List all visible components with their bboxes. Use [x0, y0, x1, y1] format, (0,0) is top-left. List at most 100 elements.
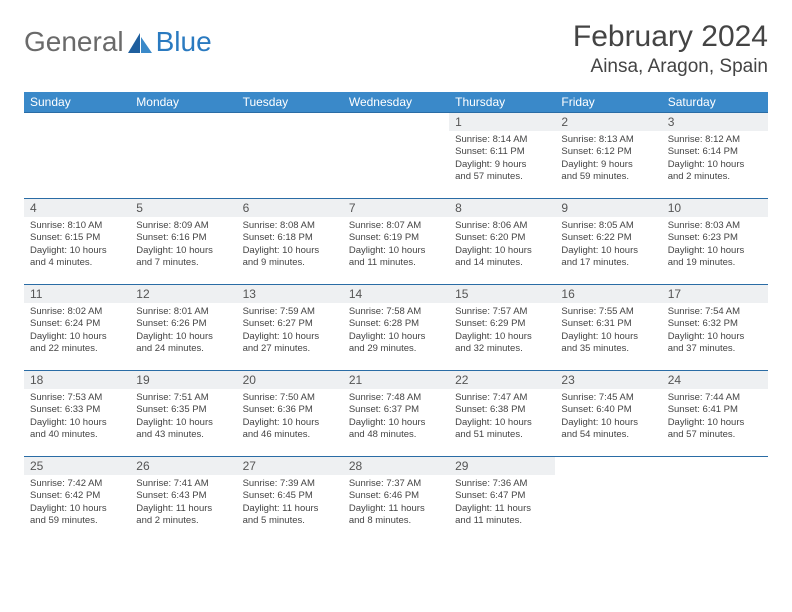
day-line: and 2 minutes.	[668, 171, 762, 183]
calendar-cell: 4Sunrise: 8:10 AMSunset: 6:15 PMDaylight…	[24, 199, 130, 285]
title-block: February 2024 Ainsa, Aragon, Spain	[573, 20, 768, 78]
day-body: Sunrise: 8:08 AMSunset: 6:18 PMDaylight:…	[237, 217, 343, 272]
day-number: 6	[237, 199, 343, 217]
day-line: Sunrise: 8:03 AM	[668, 220, 762, 232]
calendar-week-row: 25Sunrise: 7:42 AMSunset: 6:42 PMDayligh…	[24, 457, 768, 543]
logo-sail-icon	[126, 30, 154, 54]
day-body: Sunrise: 7:44 AMSunset: 6:41 PMDaylight:…	[662, 389, 768, 444]
day-body: Sunrise: 8:02 AMSunset: 6:24 PMDaylight:…	[24, 303, 130, 358]
day-body	[662, 461, 768, 467]
day-line: Daylight: 10 hours	[243, 245, 337, 257]
day-number: 1	[449, 113, 555, 131]
calendar-cell: 11Sunrise: 8:02 AMSunset: 6:24 PMDayligh…	[24, 285, 130, 371]
day-body: Sunrise: 8:13 AMSunset: 6:12 PMDaylight:…	[555, 131, 661, 186]
day-line: Daylight: 10 hours	[30, 417, 124, 429]
day-body: Sunrise: 7:59 AMSunset: 6:27 PMDaylight:…	[237, 303, 343, 358]
day-line: and 8 minutes.	[349, 515, 443, 527]
day-line: and 27 minutes.	[243, 343, 337, 355]
weekday-header: Friday	[555, 92, 661, 113]
day-line: and 11 minutes.	[455, 515, 549, 527]
day-line: and 59 minutes.	[561, 171, 655, 183]
day-body	[555, 461, 661, 467]
day-line: Daylight: 11 hours	[136, 503, 230, 515]
day-body: Sunrise: 8:05 AMSunset: 6:22 PMDaylight:…	[555, 217, 661, 272]
calendar-cell: 7Sunrise: 8:07 AMSunset: 6:19 PMDaylight…	[343, 199, 449, 285]
day-line: and 4 minutes.	[30, 257, 124, 269]
day-line: Sunrise: 7:44 AM	[668, 392, 762, 404]
day-line: Sunset: 6:14 PM	[668, 146, 762, 158]
logo-text-general: General	[24, 26, 124, 58]
calendar-cell: 27Sunrise: 7:39 AMSunset: 6:45 PMDayligh…	[237, 457, 343, 543]
day-line: and 2 minutes.	[136, 515, 230, 527]
day-number: 9	[555, 199, 661, 217]
day-line: Daylight: 10 hours	[561, 417, 655, 429]
calendar-cell	[237, 113, 343, 199]
day-number: 2	[555, 113, 661, 131]
day-line: Daylight: 10 hours	[136, 417, 230, 429]
calendar-week-row: 4Sunrise: 8:10 AMSunset: 6:15 PMDaylight…	[24, 199, 768, 285]
day-number: 17	[662, 285, 768, 303]
day-line: and 19 minutes.	[668, 257, 762, 269]
day-line: and 32 minutes.	[455, 343, 549, 355]
day-line: Sunrise: 8:07 AM	[349, 220, 443, 232]
calendar-cell: 16Sunrise: 7:55 AMSunset: 6:31 PMDayligh…	[555, 285, 661, 371]
location: Ainsa, Aragon, Spain	[573, 56, 768, 78]
day-line: and 14 minutes.	[455, 257, 549, 269]
day-line: Daylight: 11 hours	[243, 503, 337, 515]
day-line: and 51 minutes.	[455, 429, 549, 441]
day-line: Sunrise: 7:57 AM	[455, 306, 549, 318]
day-line: Sunset: 6:11 PM	[455, 146, 549, 158]
day-line: Sunrise: 7:45 AM	[561, 392, 655, 404]
day-line: and 57 minutes.	[668, 429, 762, 441]
weekday-header: Thursday	[449, 92, 555, 113]
calendar-cell: 9Sunrise: 8:05 AMSunset: 6:22 PMDaylight…	[555, 199, 661, 285]
day-body: Sunrise: 8:09 AMSunset: 6:16 PMDaylight:…	[130, 217, 236, 272]
day-number: 7	[343, 199, 449, 217]
day-line: Sunset: 6:28 PM	[349, 318, 443, 330]
day-line: Sunset: 6:35 PM	[136, 404, 230, 416]
day-line: and 29 minutes.	[349, 343, 443, 355]
calendar-cell	[130, 113, 236, 199]
day-line: Sunrise: 7:39 AM	[243, 478, 337, 490]
day-line: Sunset: 6:40 PM	[561, 404, 655, 416]
day-line: and 37 minutes.	[668, 343, 762, 355]
day-line: Daylight: 10 hours	[349, 417, 443, 429]
month-title: February 2024	[573, 20, 768, 54]
logo-text-blue: Blue	[156, 26, 212, 58]
day-line: and 48 minutes.	[349, 429, 443, 441]
day-line: and 9 minutes.	[243, 257, 337, 269]
day-line: Sunset: 6:45 PM	[243, 490, 337, 502]
calendar-cell: 1Sunrise: 8:14 AMSunset: 6:11 PMDaylight…	[449, 113, 555, 199]
day-body: Sunrise: 7:53 AMSunset: 6:33 PMDaylight:…	[24, 389, 130, 444]
day-body: Sunrise: 7:54 AMSunset: 6:32 PMDaylight:…	[662, 303, 768, 358]
day-line: Sunrise: 8:12 AM	[668, 134, 762, 146]
calendar-cell: 10Sunrise: 8:03 AMSunset: 6:23 PMDayligh…	[662, 199, 768, 285]
day-number: 22	[449, 371, 555, 389]
day-line: and 22 minutes.	[30, 343, 124, 355]
day-body: Sunrise: 8:01 AMSunset: 6:26 PMDaylight:…	[130, 303, 236, 358]
day-line: Sunrise: 8:08 AM	[243, 220, 337, 232]
day-line: Daylight: 10 hours	[30, 245, 124, 257]
day-line: Daylight: 10 hours	[455, 245, 549, 257]
calendar-week-row: 1Sunrise: 8:14 AMSunset: 6:11 PMDaylight…	[24, 113, 768, 199]
day-number: 15	[449, 285, 555, 303]
day-line: Daylight: 10 hours	[561, 245, 655, 257]
day-number: 11	[24, 285, 130, 303]
day-number: 18	[24, 371, 130, 389]
day-line: Daylight: 10 hours	[668, 159, 762, 171]
day-line: Sunset: 6:19 PM	[349, 232, 443, 244]
day-line: Sunset: 6:23 PM	[668, 232, 762, 244]
day-body: Sunrise: 8:06 AMSunset: 6:20 PMDaylight:…	[449, 217, 555, 272]
calendar-cell: 28Sunrise: 7:37 AMSunset: 6:46 PMDayligh…	[343, 457, 449, 543]
day-line: Daylight: 11 hours	[349, 503, 443, 515]
day-line: Sunrise: 8:09 AM	[136, 220, 230, 232]
day-line: and 35 minutes.	[561, 343, 655, 355]
day-line: Daylight: 10 hours	[243, 331, 337, 343]
day-line: and 17 minutes.	[561, 257, 655, 269]
calendar-cell: 24Sunrise: 7:44 AMSunset: 6:41 PMDayligh…	[662, 371, 768, 457]
calendar-cell: 17Sunrise: 7:54 AMSunset: 6:32 PMDayligh…	[662, 285, 768, 371]
day-line: and 46 minutes.	[243, 429, 337, 441]
day-line: and 5 minutes.	[243, 515, 337, 527]
calendar-cell: 23Sunrise: 7:45 AMSunset: 6:40 PMDayligh…	[555, 371, 661, 457]
day-number: 12	[130, 285, 236, 303]
